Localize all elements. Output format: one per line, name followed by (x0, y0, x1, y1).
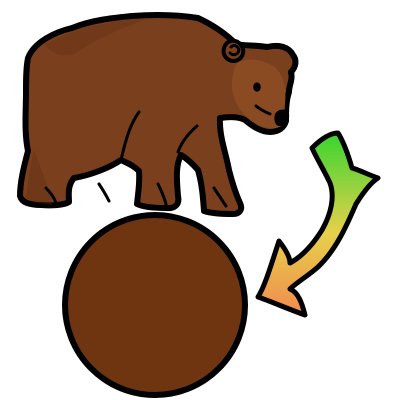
bear-eye (253, 82, 261, 92)
bear-mouth-line (254, 104, 272, 116)
curved-arrow-icon (255, 130, 381, 318)
bear-paw-line-2 (97, 182, 111, 203)
bear-nose (274, 109, 290, 127)
bear-leg-shadow (26, 150, 52, 205)
bear-face (231, 59, 286, 129)
bear-ear-inner (228, 44, 241, 57)
bear-back-fur-shadow (44, 19, 147, 56)
bear-icon (17, 11, 299, 217)
bear-paw-line-3 (156, 182, 168, 206)
bear-paw-line-4 (212, 186, 228, 208)
bear-rear-line (119, 110, 141, 162)
brown-circle-icon (62, 212, 248, 398)
bear-paw-line-1 (44, 186, 58, 205)
bear-chest-line (176, 124, 199, 154)
bear-body (17, 11, 299, 217)
